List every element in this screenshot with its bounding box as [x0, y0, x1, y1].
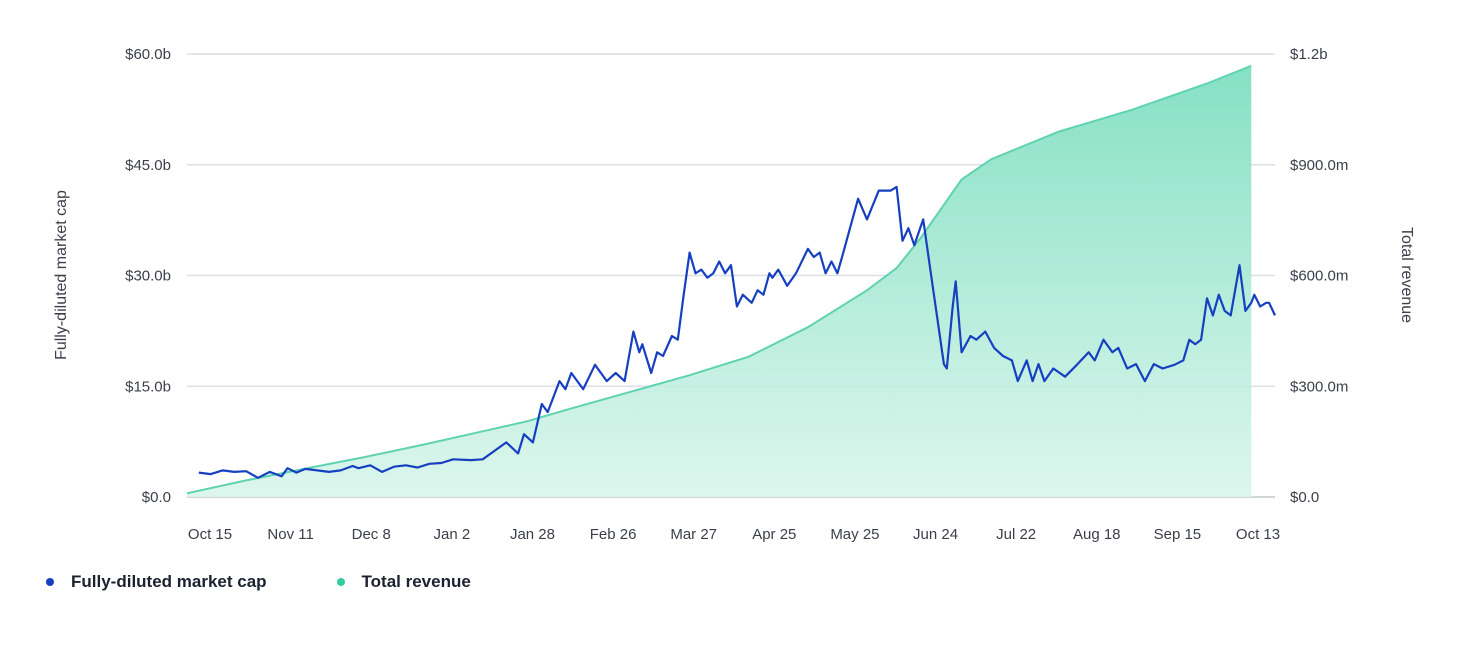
x-tick-label: Apr 25 [752, 526, 796, 543]
right-tick-label: $0.0 [1290, 489, 1319, 506]
left-axis-title: Fully-diluted market cap [53, 190, 70, 360]
right-tick-label: $300.0m [1290, 378, 1348, 395]
right-axis-ticks: $0.0 $300.0m $600.0m $900.0m $1.2b [1290, 46, 1348, 506]
x-tick-label: Mar 27 [670, 526, 717, 543]
left-tick-label: $30.0b [125, 268, 171, 285]
legend-item-total-revenue[interactable]: Total revenue [336, 572, 471, 592]
right-axis-title: Total revenue [1398, 227, 1415, 323]
x-tick-label: Aug 18 [1073, 526, 1121, 543]
x-tick-label: Oct 13 [1236, 526, 1280, 543]
market-cap-line [198, 185, 1276, 479]
legend-item-market-cap[interactable]: Fully-diluted market cap [46, 572, 267, 592]
x-tick-label: Jan 2 [433, 526, 470, 543]
x-tick-label: Jun 24 [913, 526, 958, 543]
x-axis-ticks: Oct 15 Nov 11 Dec 8 Jan 2 Jan 28 Feb 26 Mar 27… [188, 526, 1280, 543]
market-cap-swatch-icon [46, 578, 54, 586]
revenue-area-series [186, 64, 1252, 498]
x-tick-label: May 25 [830, 526, 879, 543]
legend-label-market-cap: Fully-diluted market cap [71, 572, 267, 591]
revenue-area [187, 65, 1252, 498]
right-tick-label: $900.0m [1290, 157, 1348, 174]
x-tick-label: Sep 15 [1154, 526, 1202, 543]
left-tick-label: $60.0b [125, 46, 171, 63]
market-cap-line-series [198, 185, 1276, 479]
left-tick-label: $0.0 [142, 489, 171, 506]
left-axis-ticks: $0.0 $15.0b $30.0b $45.0b $60.0b [125, 46, 171, 506]
x-tick-label: Jul 22 [996, 526, 1036, 543]
x-tick-label: Nov 11 [267, 526, 313, 543]
right-tick-label: $600.0m [1290, 268, 1348, 285]
x-tick-label: Jan 28 [510, 526, 555, 543]
x-tick-label: Oct 15 [188, 526, 232, 543]
left-tick-label: $15.0b [125, 378, 171, 395]
legend: Fully-diluted market cap Total revenue [46, 572, 541, 592]
x-tick-label: Dec 8 [352, 526, 391, 543]
left-tick-label: $45.0b [125, 157, 171, 174]
x-tick-label: Feb 26 [590, 526, 637, 543]
total-revenue-swatch-icon [336, 578, 345, 586]
revenue-line [186, 64, 1252, 495]
right-tick-label: $1.2b [1290, 46, 1328, 63]
legend-label-total-revenue: Total revenue [361, 572, 471, 591]
